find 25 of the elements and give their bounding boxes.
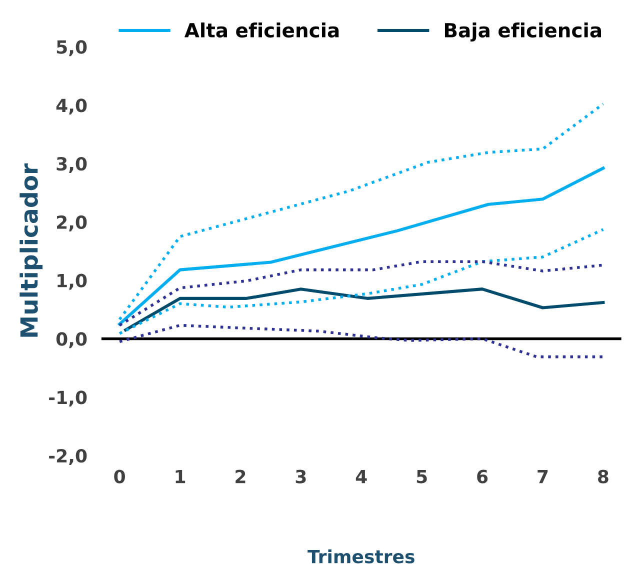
line-series [118,324,605,358]
x-tick-label: 4 [356,470,367,484]
x-tick-label: 0 [114,470,125,484]
x-tick-label: 8 [598,470,608,484]
y-tick-label: 3,0 [56,156,87,173]
y-axis-title: Multiplicador [20,163,43,337]
x-tick-label: 7 [538,470,548,484]
y-tick-label: 4,0 [56,98,87,115]
y-tick-label: 0,0 [56,332,87,348]
legend-label: Alta eficiencia [184,22,339,38]
y-tick-label: 2,0 [56,215,87,232]
line-series [118,260,605,327]
y-tick-label: 5,0 [56,40,87,56]
x-tick-label: 6 [477,470,488,484]
legend-label: Baja eficiencia [444,22,602,42]
x-tick-label: 1 [176,470,186,484]
x-axis-title: Trimestres [308,549,414,564]
x-tick-label: 3 [296,470,306,484]
line-series [118,228,605,335]
y-tick-label: 1,0 [58,274,87,290]
y-tick-label: -2,0 [49,448,87,465]
line-series [124,288,605,332]
x-tick-label: 2 [236,470,246,484]
y-tick-label: -1,0 [49,390,87,407]
x-tick-label: 5 [416,470,427,484]
